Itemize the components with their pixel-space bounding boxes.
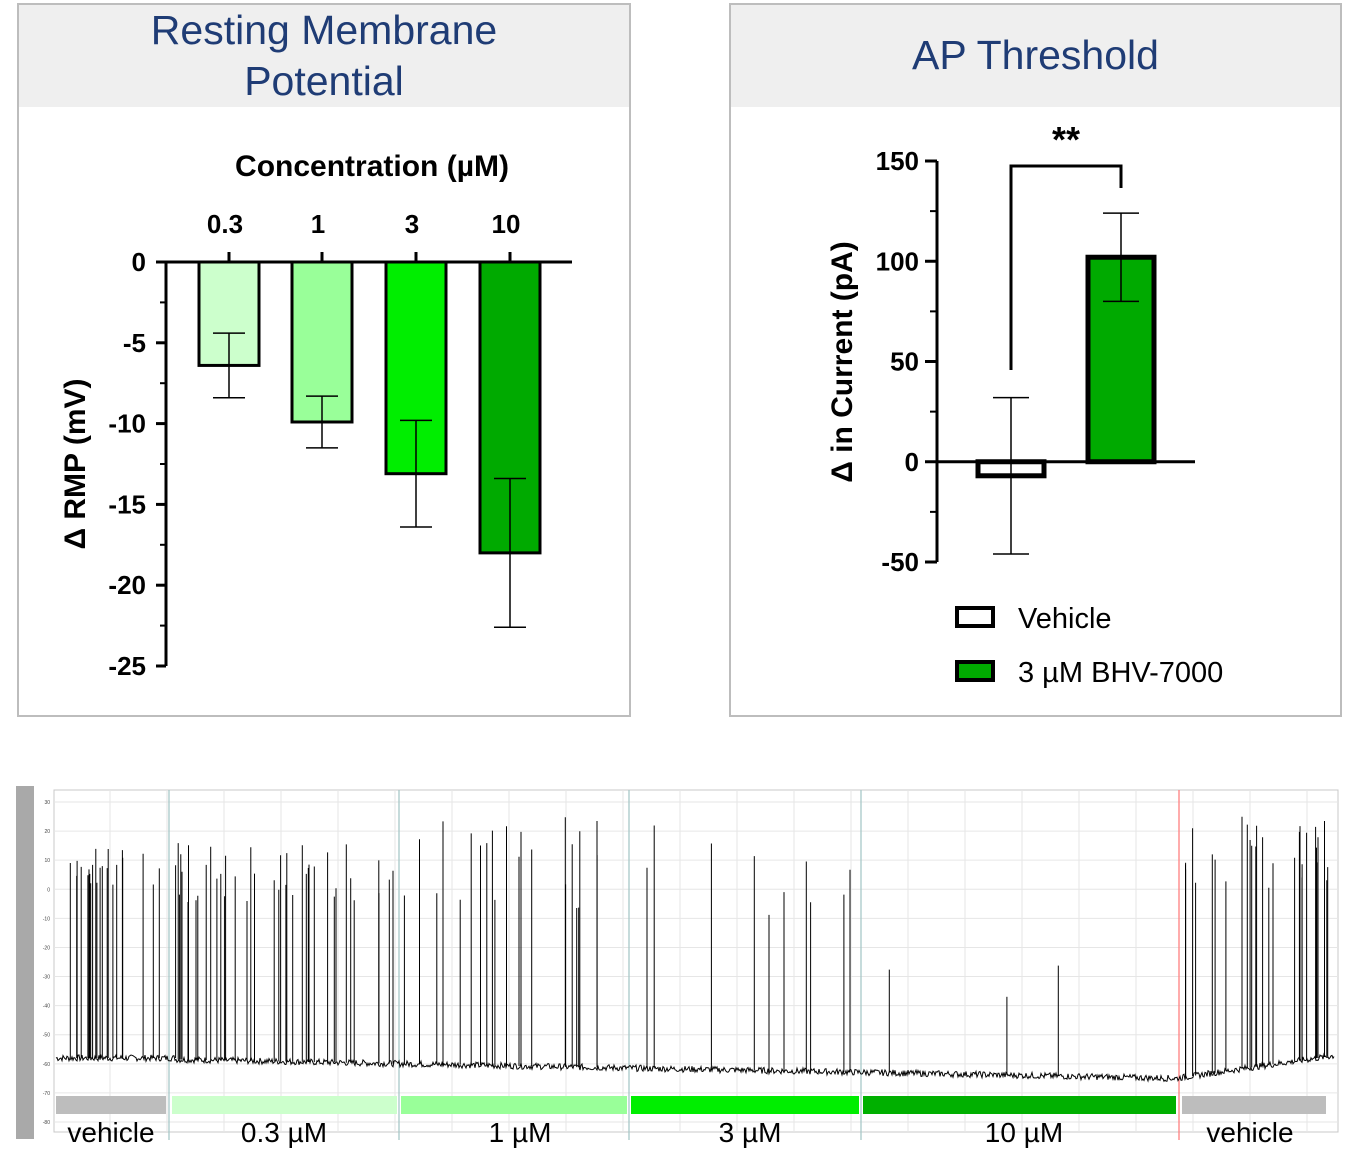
voltage-trace: 30 20 10 0 -10 -20 -30 -40 -50 -60 -70 -80 [16,786,1339,1140]
condition-bar [56,1096,166,1114]
significance-label: ** [1052,119,1080,160]
y-tick-label: 0 [132,247,146,277]
trace-scale-bar [16,786,34,1139]
y-tick-label: 100 [876,246,919,276]
y-tick-label: 0 [905,447,919,477]
trace-y-tick-label: -20 [43,945,50,951]
y-axis-label: Δ in Current (pA) [826,241,859,483]
condition-bar [172,1096,397,1114]
condition-label: 0.3 µM [240,1117,328,1148]
legend-label: 3 µM BHV-7000 [1018,657,1223,689]
condition-bar [1182,1096,1326,1114]
trace-baseline [55,1052,1335,1083]
condition-label: vehicle [67,1117,155,1148]
condition-label: vehicle [1206,1117,1294,1148]
ap-title: AP Threshold [912,32,1159,79]
ap-panel-header: AP Threshold [731,5,1340,107]
condition-label: 3 µM [718,1117,782,1148]
y-tick-label: -50 [881,547,919,577]
y-axis-label: Δ RMP (mV) [59,378,92,549]
legend-swatch [955,606,995,628]
rmp-title-line1: Resting Membrane [150,6,498,53]
y-tick-label: -20 [108,570,146,600]
y-tick-label: -25 [108,651,146,681]
trace-y-tick-label: -40 [43,1004,50,1010]
rmp-title-line2: Potential [244,58,404,104]
x-tick-label: 10 [492,209,521,239]
legend-label: Vehicle [1018,603,1112,635]
x-tick-label: 1 [311,209,325,239]
condition-bar [401,1096,627,1114]
y-tick-label: -5 [123,328,146,358]
y-tick-label: -15 [108,489,146,519]
rmp-panel-header: Resting Membrane Potential [19,5,629,107]
trace-y-tick-label: -50 [43,1033,50,1039]
condition-bar [863,1096,1176,1114]
y-tick-label: 150 [876,146,919,176]
y-tick-label: -10 [108,409,146,439]
trace-y-tick-label: 20 [44,829,50,835]
bar [290,260,354,424]
trace-y-tick-label: -30 [43,975,50,981]
ap-panel: AP Threshold [729,3,1342,717]
x-axis-label: Concentration (µM) [235,150,509,183]
legend-swatch [955,660,995,682]
trace-y-tick-label: 0 [47,887,50,893]
trace-y-tick-label: 10 [44,858,50,864]
trace-y-tick-label: -60 [43,1062,50,1068]
bar [1085,254,1157,465]
trace-y-tick-label: -70 [43,1091,50,1097]
trace-y-tick-label: -80 [43,1120,50,1126]
x-tick-label: 3 [405,209,419,239]
condition-bar [631,1096,859,1114]
condition-label: 1 µM [488,1117,552,1148]
trace-y-tick-label: -10 [43,916,50,922]
significance-bracket [1009,164,1123,370]
trace-y-tick-label: 30 [44,800,50,806]
y-tick-label: 50 [890,347,919,377]
voltage-trace-panel: 30 20 10 0 -10 -20 -30 -40 -50 -60 -70 -80 [16,786,1346,1146]
condition-label: 10 µM [984,1117,1064,1148]
x-tick-label: 0.3 [207,209,243,239]
